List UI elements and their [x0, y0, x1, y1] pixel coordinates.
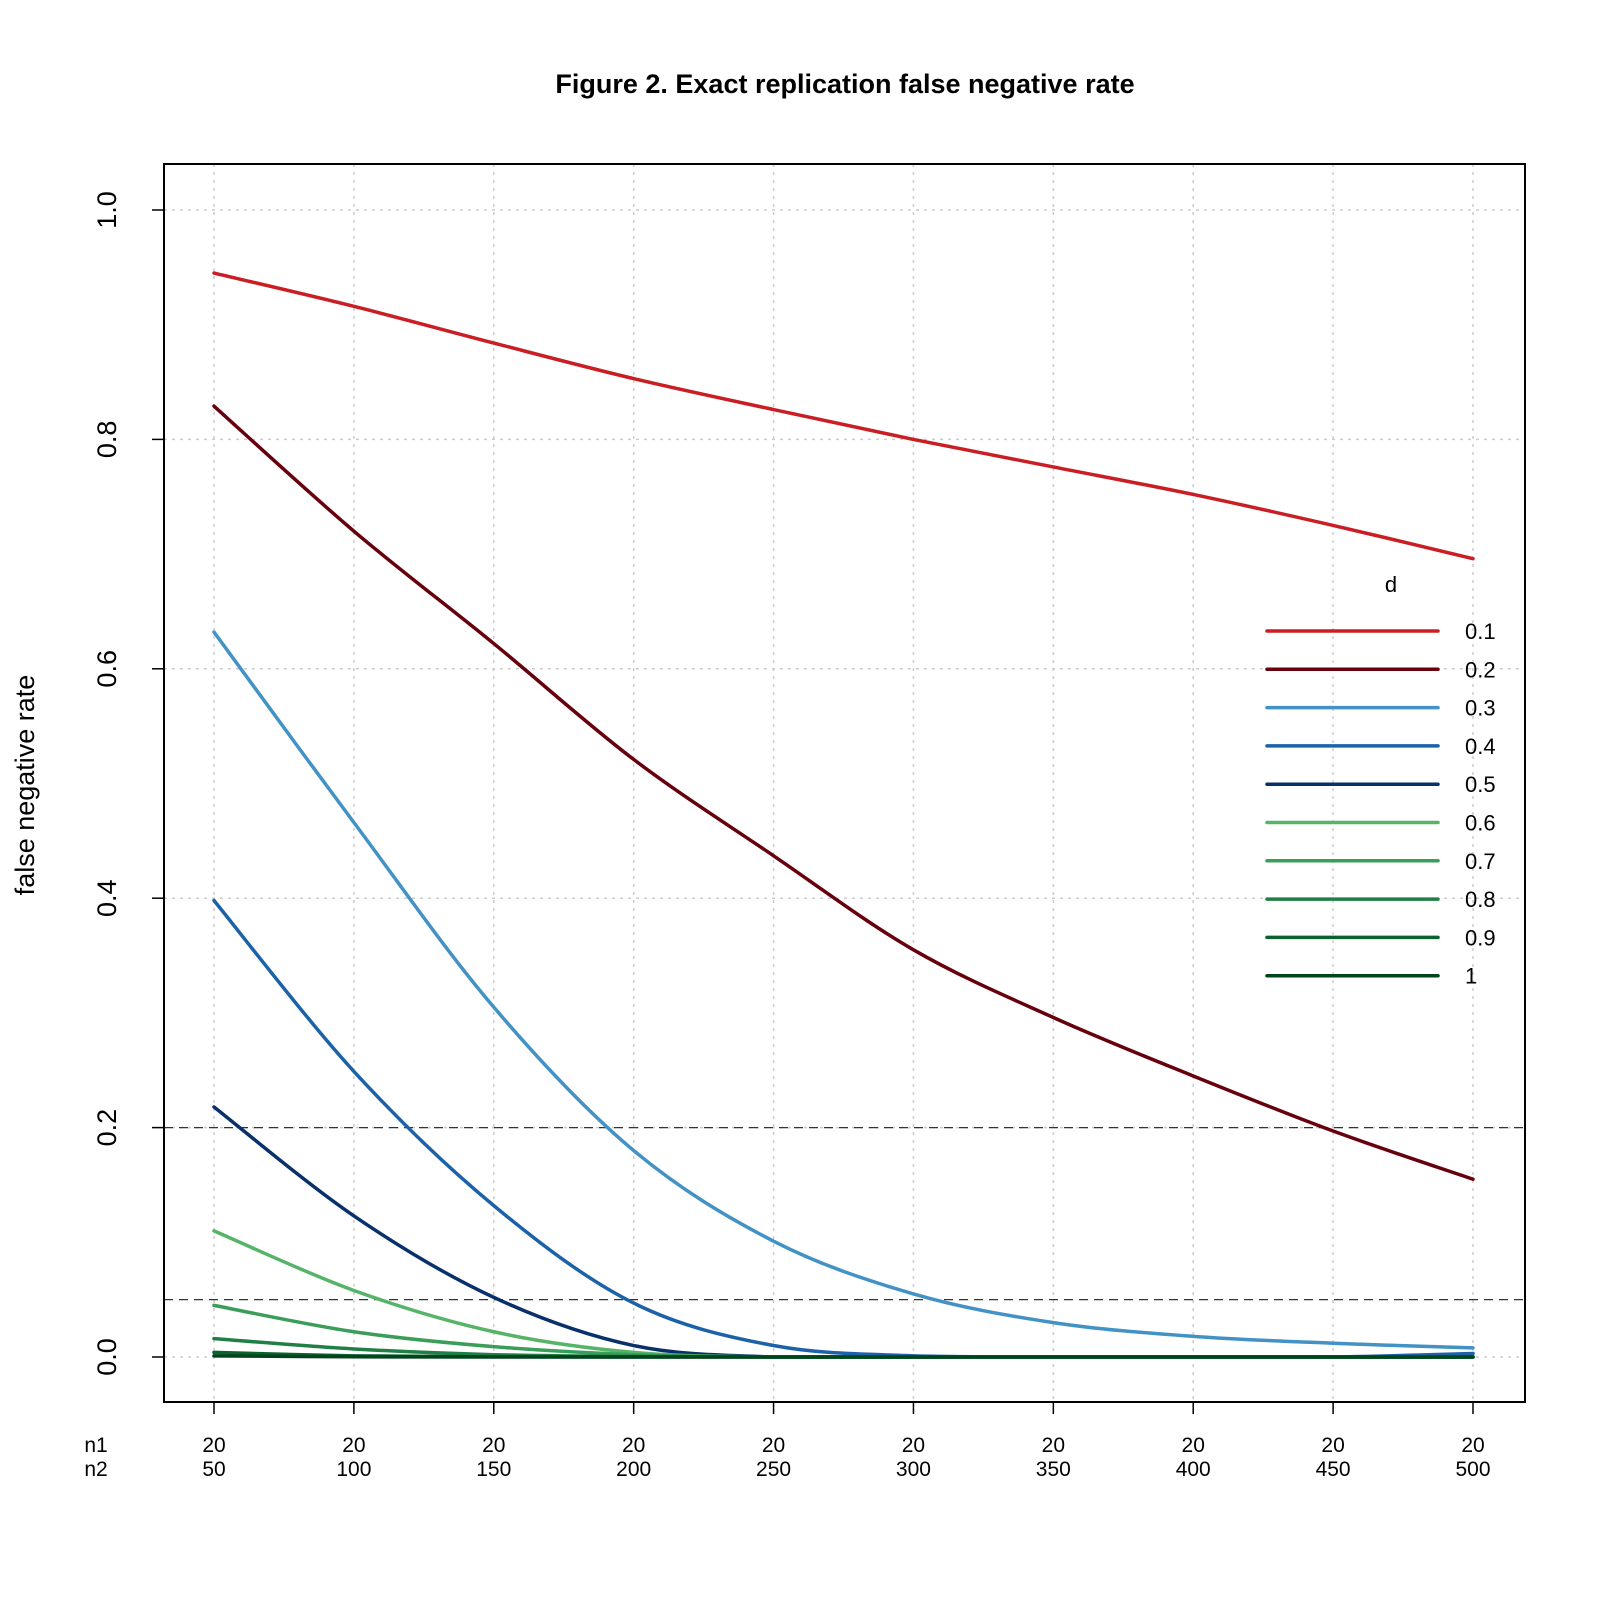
reference-lines [164, 1126, 1525, 1301]
y-tick-label: 0.4 [92, 879, 122, 917]
y-tick-label: 1.0 [92, 191, 122, 229]
legend-label-0.1: 0.1 [1465, 619, 1496, 644]
x-tick-label-n1: 20 [762, 1434, 785, 1457]
x-tick-label-n2: 50 [202, 1458, 225, 1481]
legend-label-0.9: 0.9 [1465, 925, 1496, 950]
x-tick-label-n1: 20 [1321, 1434, 1344, 1457]
x-tick-label-n1: 20 [342, 1434, 365, 1457]
x-tick-label-n2: 100 [336, 1458, 371, 1481]
legend-label-0.3: 0.3 [1465, 696, 1496, 721]
x-tick-label-n2: 200 [616, 1458, 651, 1481]
series-line-d-0.4 [212, 898, 1475, 1359]
x-tick-label-n2: 350 [1036, 1458, 1071, 1481]
series-line-d-0.7 [212, 1303, 1475, 1359]
x-tick-label-n2: 450 [1316, 1458, 1351, 1481]
legend-label-0.7: 0.7 [1465, 849, 1496, 874]
legend-title: d [1385, 572, 1397, 597]
axes: 2050201002015020200202502030020350204002… [92, 163, 1526, 1481]
y-tick-label: 0.6 [92, 650, 122, 688]
y-tick-label: 0.2 [92, 1109, 122, 1147]
series-line-d-0.5 [212, 1105, 1475, 1359]
y-tick-label: 0.0 [92, 1338, 122, 1376]
legend-label-0.2: 0.2 [1465, 657, 1496, 682]
x-tick-label-n2: 400 [1176, 1458, 1211, 1481]
x-tick-label-n2: 150 [476, 1458, 511, 1481]
legend-label-0.5: 0.5 [1465, 772, 1496, 797]
chart-title: Figure 2. Exact replication false negati… [555, 69, 1134, 99]
legend-label-1: 1 [1465, 964, 1477, 989]
x-tick-label-n1: 20 [622, 1434, 645, 1457]
series-lines [212, 271, 1475, 1359]
x-tick-label-n2: 500 [1455, 1458, 1490, 1481]
y-axis-label: false negative rate [10, 675, 40, 896]
x-tick-label-n1: 20 [202, 1434, 225, 1457]
legend: d 0.1 0.2 0.3 0.4 0.5 0.6 0.7 0.8 0.9 1 [1265, 572, 1496, 989]
x-tick-label-n1: 20 [1461, 1434, 1484, 1457]
series-line-d-0.1 [212, 271, 1475, 561]
x-tick-label-n1: 20 [482, 1434, 505, 1457]
series-line-d-0.3 [212, 630, 1475, 1350]
series-line-d-1 [212, 1354, 1475, 1359]
x-tick-label-n1: 20 [1042, 1434, 1065, 1457]
legend-label-0.4: 0.4 [1465, 734, 1496, 759]
x-row-label-n2: n2 [84, 1458, 107, 1481]
x-tick-label-n2: 300 [896, 1458, 931, 1481]
y-tick-label: 0.8 [92, 421, 122, 459]
plot-border [163, 163, 1526, 1403]
x-row-label-n1: n1 [84, 1434, 107, 1457]
x-tick-label-n2: 250 [756, 1458, 791, 1481]
series-line-d-0.2 [212, 404, 1475, 1181]
legend-label-0.6: 0.6 [1465, 811, 1496, 836]
x-tick-label-n1: 20 [902, 1434, 925, 1457]
x-tick-label-n1: 20 [1182, 1434, 1205, 1457]
legend-label-0.8: 0.8 [1465, 887, 1496, 912]
